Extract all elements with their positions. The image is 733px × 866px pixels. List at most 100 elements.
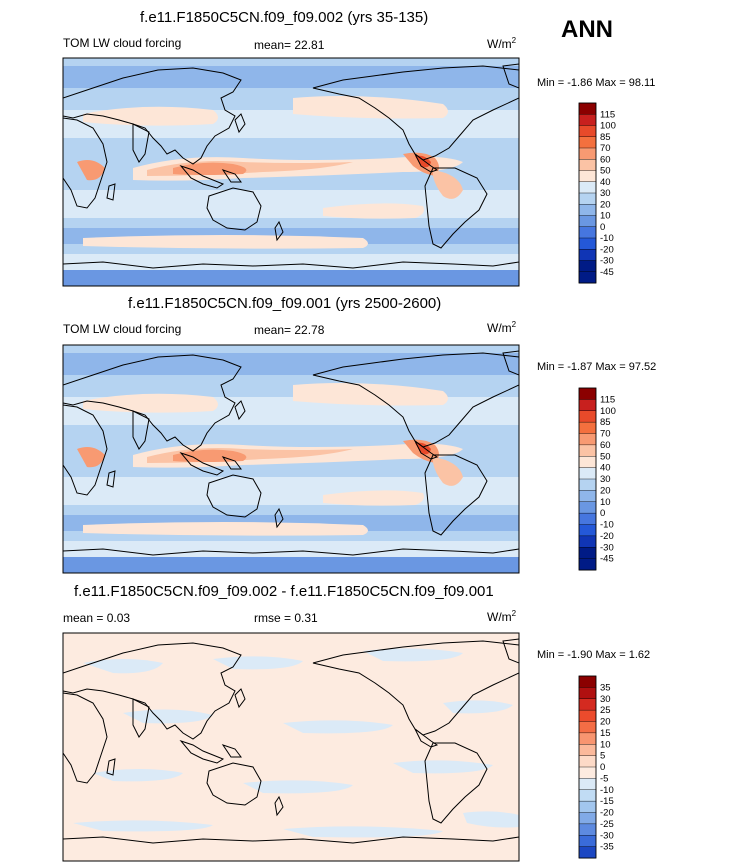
panel-1-colorbar-tick-label: 40 bbox=[600, 177, 611, 188]
panel-1-colorbar-tick-label: 60 bbox=[600, 154, 611, 165]
panel-3-colorbar-bin bbox=[578, 675, 597, 688]
panel-2-colorbar-tick-label: 30 bbox=[600, 474, 611, 485]
panel-2-colorbar-tick-label: -45 bbox=[600, 554, 614, 565]
panel-2-colorbar-bin bbox=[578, 399, 597, 412]
panel-1-frame bbox=[62, 57, 520, 287]
panel-2-colorbar-bin bbox=[578, 387, 597, 400]
panel-2-colorbar-tick-label: 10 bbox=[600, 497, 611, 508]
panel-3-colorbar-tick-label: 20 bbox=[600, 717, 611, 728]
panel-1-colorbar-tick-label: -30 bbox=[600, 256, 614, 267]
panel-2-variable-label: TOM LW cloud forcing bbox=[63, 322, 182, 336]
panel-2-colorbar-bin bbox=[578, 535, 597, 548]
panel-2-colorbar-bin bbox=[578, 467, 597, 480]
panel-1-colorbar-tick-label: 100 bbox=[600, 121, 616, 132]
panel-3-colorbar-bin bbox=[578, 698, 597, 711]
panel-2-colorbar-tick-label: 100 bbox=[600, 406, 616, 417]
panel-3-colorbar-tick-label: 35 bbox=[600, 682, 611, 693]
panel-3-colorbar-tick-label: 30 bbox=[600, 694, 611, 705]
panel-3-colorbar-bin bbox=[578, 709, 597, 723]
panel-3-units-label: W/m2 bbox=[487, 609, 517, 624]
panel-2-colorbar-tick-label: -20 bbox=[600, 531, 614, 542]
panel-3-colorbar-bin bbox=[578, 789, 597, 802]
panel-1-map bbox=[63, 58, 519, 286]
panel-1-colorbar-bin bbox=[578, 125, 597, 138]
panel-2-colorbar-bin bbox=[578, 456, 597, 469]
panel-1-colorbar-bin bbox=[578, 192, 597, 205]
panel-2-colorbar-tick-label: -10 bbox=[600, 520, 614, 531]
panel-1-colorbar-bin bbox=[578, 249, 597, 262]
panel-1-colorbar-bin bbox=[578, 215, 597, 228]
panel-1-colorbar-tick-label: 0 bbox=[600, 222, 605, 233]
panel-3-colorbar-tick-label: -10 bbox=[600, 785, 614, 796]
panel-3-mean-label: mean = 0.03 bbox=[63, 611, 131, 625]
panel-2-colorbar-tick-label: 20 bbox=[600, 485, 611, 496]
panel-2-colorbar-bin bbox=[578, 501, 597, 514]
panel-3-colorbar-frame bbox=[578, 675, 597, 859]
panel-1-colorbar-tick-label: 70 bbox=[600, 143, 611, 154]
panel-3-colorbar-tick-label: -20 bbox=[600, 808, 614, 819]
panel-2-map bbox=[63, 345, 519, 573]
panel-3-colorbar-tick-label: -5 bbox=[600, 773, 608, 784]
panel-3-colorbar-bin bbox=[578, 812, 597, 825]
panel-3-colorbar-bin bbox=[578, 732, 597, 745]
panel-3-colorbar-bin bbox=[578, 823, 597, 836]
panel-3-minmax: Min = -1.90 Max = 1.62 bbox=[537, 649, 651, 661]
panel-2-minmax: Min = -1.87 Max = 97.52 bbox=[537, 361, 657, 373]
panel-1-colorbar-tick-label: -10 bbox=[600, 233, 614, 244]
panel-1-colorbar-bin bbox=[578, 147, 597, 160]
panel-1-variable-label: TOM LW cloud forcing bbox=[63, 36, 182, 50]
panel-2-colorbar-tick-label: 70 bbox=[600, 429, 611, 440]
panel-3-colorbar-bin bbox=[578, 835, 597, 848]
panel-3-colorbar-bin bbox=[578, 687, 597, 700]
panel-1-minmax: Min = -1.86 Max = 98.11 bbox=[537, 77, 656, 89]
panel-1-colorbar-bin bbox=[578, 170, 597, 183]
panel-3-colorbar-tick-label: 15 bbox=[600, 728, 611, 739]
panel-2-colorbar-bin bbox=[578, 547, 597, 560]
panel-3-frame bbox=[62, 632, 520, 862]
panel-3-colorbar-bin bbox=[578, 766, 597, 779]
panel-3-colorbar-tick-label: 25 bbox=[600, 705, 611, 716]
panel-3-colorbar-tick-label: 0 bbox=[600, 762, 605, 773]
panel-3-colorbar-bin bbox=[578, 721, 597, 734]
panel-3-colorbar-tick-label: -25 bbox=[600, 819, 614, 830]
panel-1-colorbar-tick-label: 30 bbox=[600, 188, 611, 199]
panel-3-title: f.e11.F1850C5CN.f09_f09.002 - f.e11.F185… bbox=[74, 583, 494, 600]
panel-1-mean-label: mean= 22.81 bbox=[254, 38, 325, 52]
panel-2-colorbar-tick-label: 50 bbox=[600, 451, 611, 462]
panel-1-title: f.e11.F1850C5CN.f09_f09.002 (yrs 35-135) bbox=[140, 9, 429, 26]
panel-3-colorbar-bin bbox=[578, 778, 597, 791]
panel-1-colorbar-bin bbox=[578, 226, 597, 239]
panel-3-colorbar-bin bbox=[578, 846, 597, 859]
panel-1-colorbar-bin bbox=[578, 237, 597, 250]
panel-1-colorbar-tick-label: 10 bbox=[600, 211, 611, 222]
season-label: ANN bbox=[561, 16, 613, 43]
panel-1-colorbar-bin bbox=[578, 204, 597, 217]
panel-2-colorbar-frame bbox=[578, 387, 597, 571]
panel-3-colorbar-tick-label: -15 bbox=[600, 796, 614, 807]
panel-3-colorbar-bin bbox=[578, 755, 597, 768]
panel-2-colorbar-tick-label: 85 bbox=[600, 417, 611, 428]
panel-2-colorbar-bin bbox=[578, 421, 597, 435]
panel-2-colorbar-bin bbox=[578, 490, 597, 503]
panel-1-colorbar-bin bbox=[578, 181, 597, 194]
panel-3-colorbar-tick-label: -30 bbox=[600, 830, 614, 841]
panel-1-colorbar-bin bbox=[578, 260, 597, 273]
panel-3-colorbar-bin bbox=[578, 744, 597, 757]
panel-3-colorbar-tick-label: -35 bbox=[600, 842, 614, 853]
panel-2-colorbar-bin bbox=[578, 558, 597, 571]
panel-3-rmse-label: rmse = 0.31 bbox=[254, 611, 318, 625]
panel-2-colorbar-tick-label: 60 bbox=[600, 440, 611, 451]
panel-2-colorbar-tick-label: 0 bbox=[600, 508, 605, 519]
panel-2-mean-label: mean= 22.78 bbox=[254, 323, 325, 337]
panel-1-colorbar-tick-label: 85 bbox=[600, 132, 611, 143]
panel-2-colorbar-bin bbox=[578, 512, 597, 526]
panel-1-colorbar-bin bbox=[578, 102, 597, 115]
panel-1-colorbar-tick-label: 20 bbox=[600, 199, 611, 210]
panel-1-colorbar-bin bbox=[578, 271, 597, 284]
panel-2-colorbar-bin bbox=[578, 444, 597, 457]
panel-2-colorbar-tick-label: 40 bbox=[600, 463, 611, 474]
panel-1-units-label: W/m2 bbox=[487, 36, 517, 51]
panel-2-title: f.e11.F1850C5CN.f09_f09.001 (yrs 2500-26… bbox=[128, 295, 442, 312]
panel-3-map bbox=[63, 633, 519, 861]
panel-3-colorbar-tick-label: 10 bbox=[600, 739, 611, 750]
